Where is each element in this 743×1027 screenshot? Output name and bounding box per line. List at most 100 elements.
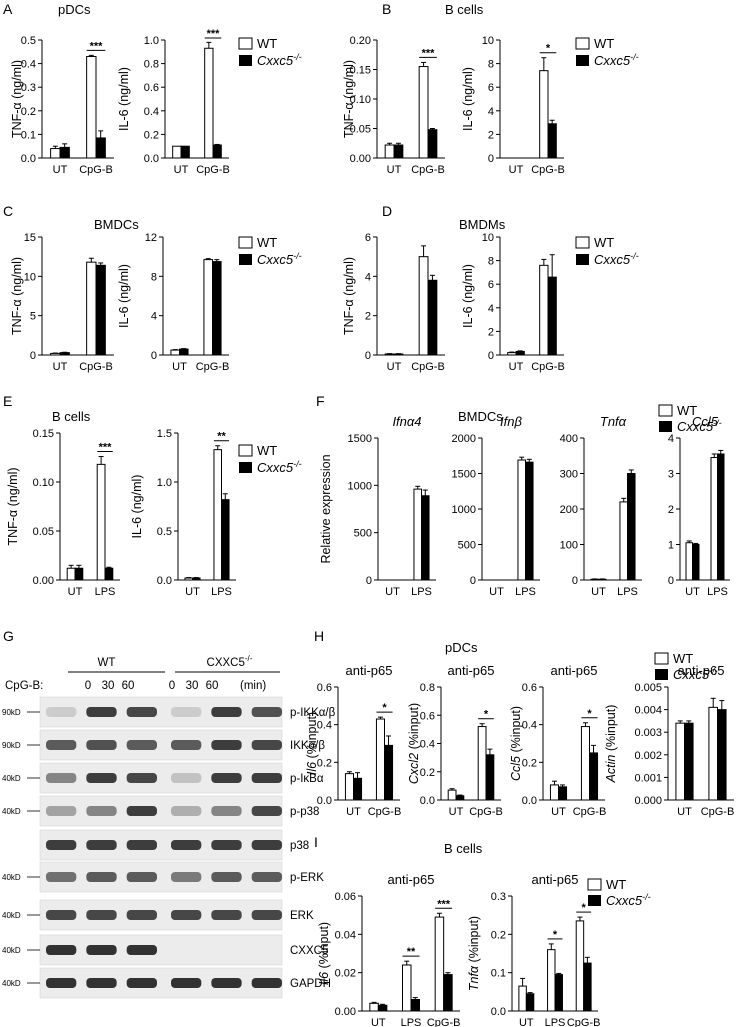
y-tick-label: 0.00: [350, 153, 371, 165]
blot-band: [251, 806, 282, 816]
significance-label: *: [587, 708, 592, 720]
significance-label: ***: [422, 47, 436, 59]
y-tick-label: 0.0: [420, 795, 435, 807]
blot-size-marker: 40kD: [2, 774, 21, 783]
bar-ko: [443, 974, 453, 1012]
chart-d1-tnf: 0 2 4 6 TNF-α (ng/ml) UT CpG-B: [342, 232, 445, 373]
y-tick-label: 0: [470, 575, 476, 587]
chart-title: Ccl5: [692, 414, 719, 429]
y-tick-label: 400: [560, 433, 578, 445]
bar-wt: [413, 488, 422, 581]
y-tick-label: 0.003: [634, 727, 662, 739]
blot-band: [126, 840, 157, 850]
blot-band: [251, 910, 282, 920]
bar-wt: [66, 567, 76, 581]
legend-swatch-ko: [576, 254, 589, 265]
y-tick-label: 0.4: [420, 739, 435, 751]
legend-swatch-wt: [654, 652, 669, 665]
y-tick-label: 1500: [348, 433, 372, 445]
y-axis-label: Il6 (%input): [305, 712, 319, 775]
bar-ko: [95, 137, 106, 159]
bar-ko: [353, 777, 363, 801]
bar-ko: [547, 276, 557, 356]
x-tick-label: CpG-B: [411, 164, 445, 176]
x-tick-label: UT: [509, 361, 524, 373]
blot-membrane: [39, 762, 283, 794]
significance-label: ***: [437, 898, 451, 910]
bar-wt: [675, 722, 685, 801]
x-tick-label: UT: [346, 806, 361, 818]
y-axis-label: Tnfα (%input): [467, 916, 481, 991]
blot-row: p38: [39, 829, 309, 861]
chart-a1-tnf: 0.0 0.1 0.2 0.3 0.4 0.5 TNF-α (ng/ml) UT CpG-B **…: [10, 35, 114, 176]
bar-wt: [580, 726, 591, 801]
y-tick-label: 0.05: [33, 526, 54, 538]
bar-ko: [525, 993, 535, 1012]
y-tick-label: 0.3: [491, 891, 506, 903]
y-tick-label: 0: [365, 350, 371, 362]
y-tick-label: 0.8: [144, 59, 159, 71]
bar-wt: [685, 542, 693, 581]
blot-protein-label: IKKα/β: [290, 740, 325, 752]
blot-row: 90kD IKKα/β: [2, 729, 325, 761]
bar-ko: [421, 495, 430, 581]
blot-size-marker: 40kD: [2, 911, 21, 920]
bar-ko: [717, 709, 727, 801]
bar-wt: [50, 352, 61, 356]
chart-c1-tnf: 0 5 10 15 TNF-α (ng/ml) UT CpG-B: [10, 232, 114, 373]
legend-label-ko: Cxxc5-/-: [594, 52, 639, 68]
chart-h4-actin: 0.000 0.001 0.002 0.003 0.004 0.005 Actin (%in…: [604, 663, 734, 818]
y-tick-label: 0.005: [634, 682, 662, 694]
y-axis-label: IL-6 (ng/ml): [461, 67, 475, 131]
y-tick-label: 0.00: [33, 575, 54, 587]
blot-row: 40kD p-p38: [2, 795, 319, 827]
blot-band: [211, 707, 242, 717]
y-tick-label: 0.04: [335, 929, 356, 941]
y-tick-label: 0.4: [522, 720, 537, 732]
x-tick-label: CpG-B: [469, 806, 503, 818]
y-tick-label: 0.15: [350, 65, 371, 77]
chart-h1-il6: 0.0 0.2 0.4 0.6 Il6 (%input) anti-p65 UT CpG-B *: [305, 663, 401, 818]
y-tick-label: 0.06: [335, 891, 356, 903]
bar-wt: [447, 789, 457, 801]
y-tick-label: 4: [365, 271, 371, 283]
legend-c: WT Cxxc5-/-: [238, 235, 302, 267]
x-tick-label: UT: [385, 586, 400, 598]
bar-ko: [384, 744, 394, 801]
bar-ko: [212, 144, 222, 159]
y-tick-label: 0.0: [157, 575, 172, 587]
y-tick-label: 2: [488, 326, 494, 338]
blot-band: [86, 945, 117, 955]
blot-band: [86, 806, 117, 816]
blot-band: [171, 740, 202, 750]
bar-wt: [418, 66, 429, 159]
bar-ko: [179, 348, 189, 356]
blot-group-label-ko: CXXC5-/-: [207, 654, 253, 669]
bar-wt: [184, 577, 194, 581]
blot-row: 40kD GAPDH: [2, 967, 331, 999]
x-tick-label: UT: [172, 361, 187, 373]
y-tick-label: 500: [458, 540, 476, 552]
chart-title: anti-p65: [551, 663, 598, 678]
blot-band: [251, 840, 282, 850]
legend-label-wt: WT: [594, 36, 614, 51]
blot-band: [86, 910, 117, 920]
y-axis-label: TNF-α (ng/ml): [10, 257, 24, 335]
bar-ko: [410, 999, 420, 1012]
legend-label-wt: WT: [257, 443, 277, 458]
blot-band: [86, 707, 117, 717]
bar-wt: [477, 726, 487, 801]
y-axis-label: Actin (%input): [604, 705, 618, 784]
bar-wt: [204, 47, 214, 159]
panel-label-i: I: [314, 834, 318, 850]
x-tick-label: CpG-B: [427, 1017, 461, 1027]
y-tick-label: 10: [482, 35, 494, 47]
legend-h: WT Cxxc5-/-: [654, 651, 718, 682]
blot-membrane: [39, 934, 283, 966]
legend-label-ko: Cxxc5-/-: [257, 52, 302, 68]
blot-band: [126, 806, 157, 816]
legend-label-wt: WT: [673, 651, 693, 666]
blot-band: [86, 978, 117, 988]
y-tick-label: 0.10: [350, 94, 371, 106]
chart-title: anti-p65: [532, 872, 579, 887]
